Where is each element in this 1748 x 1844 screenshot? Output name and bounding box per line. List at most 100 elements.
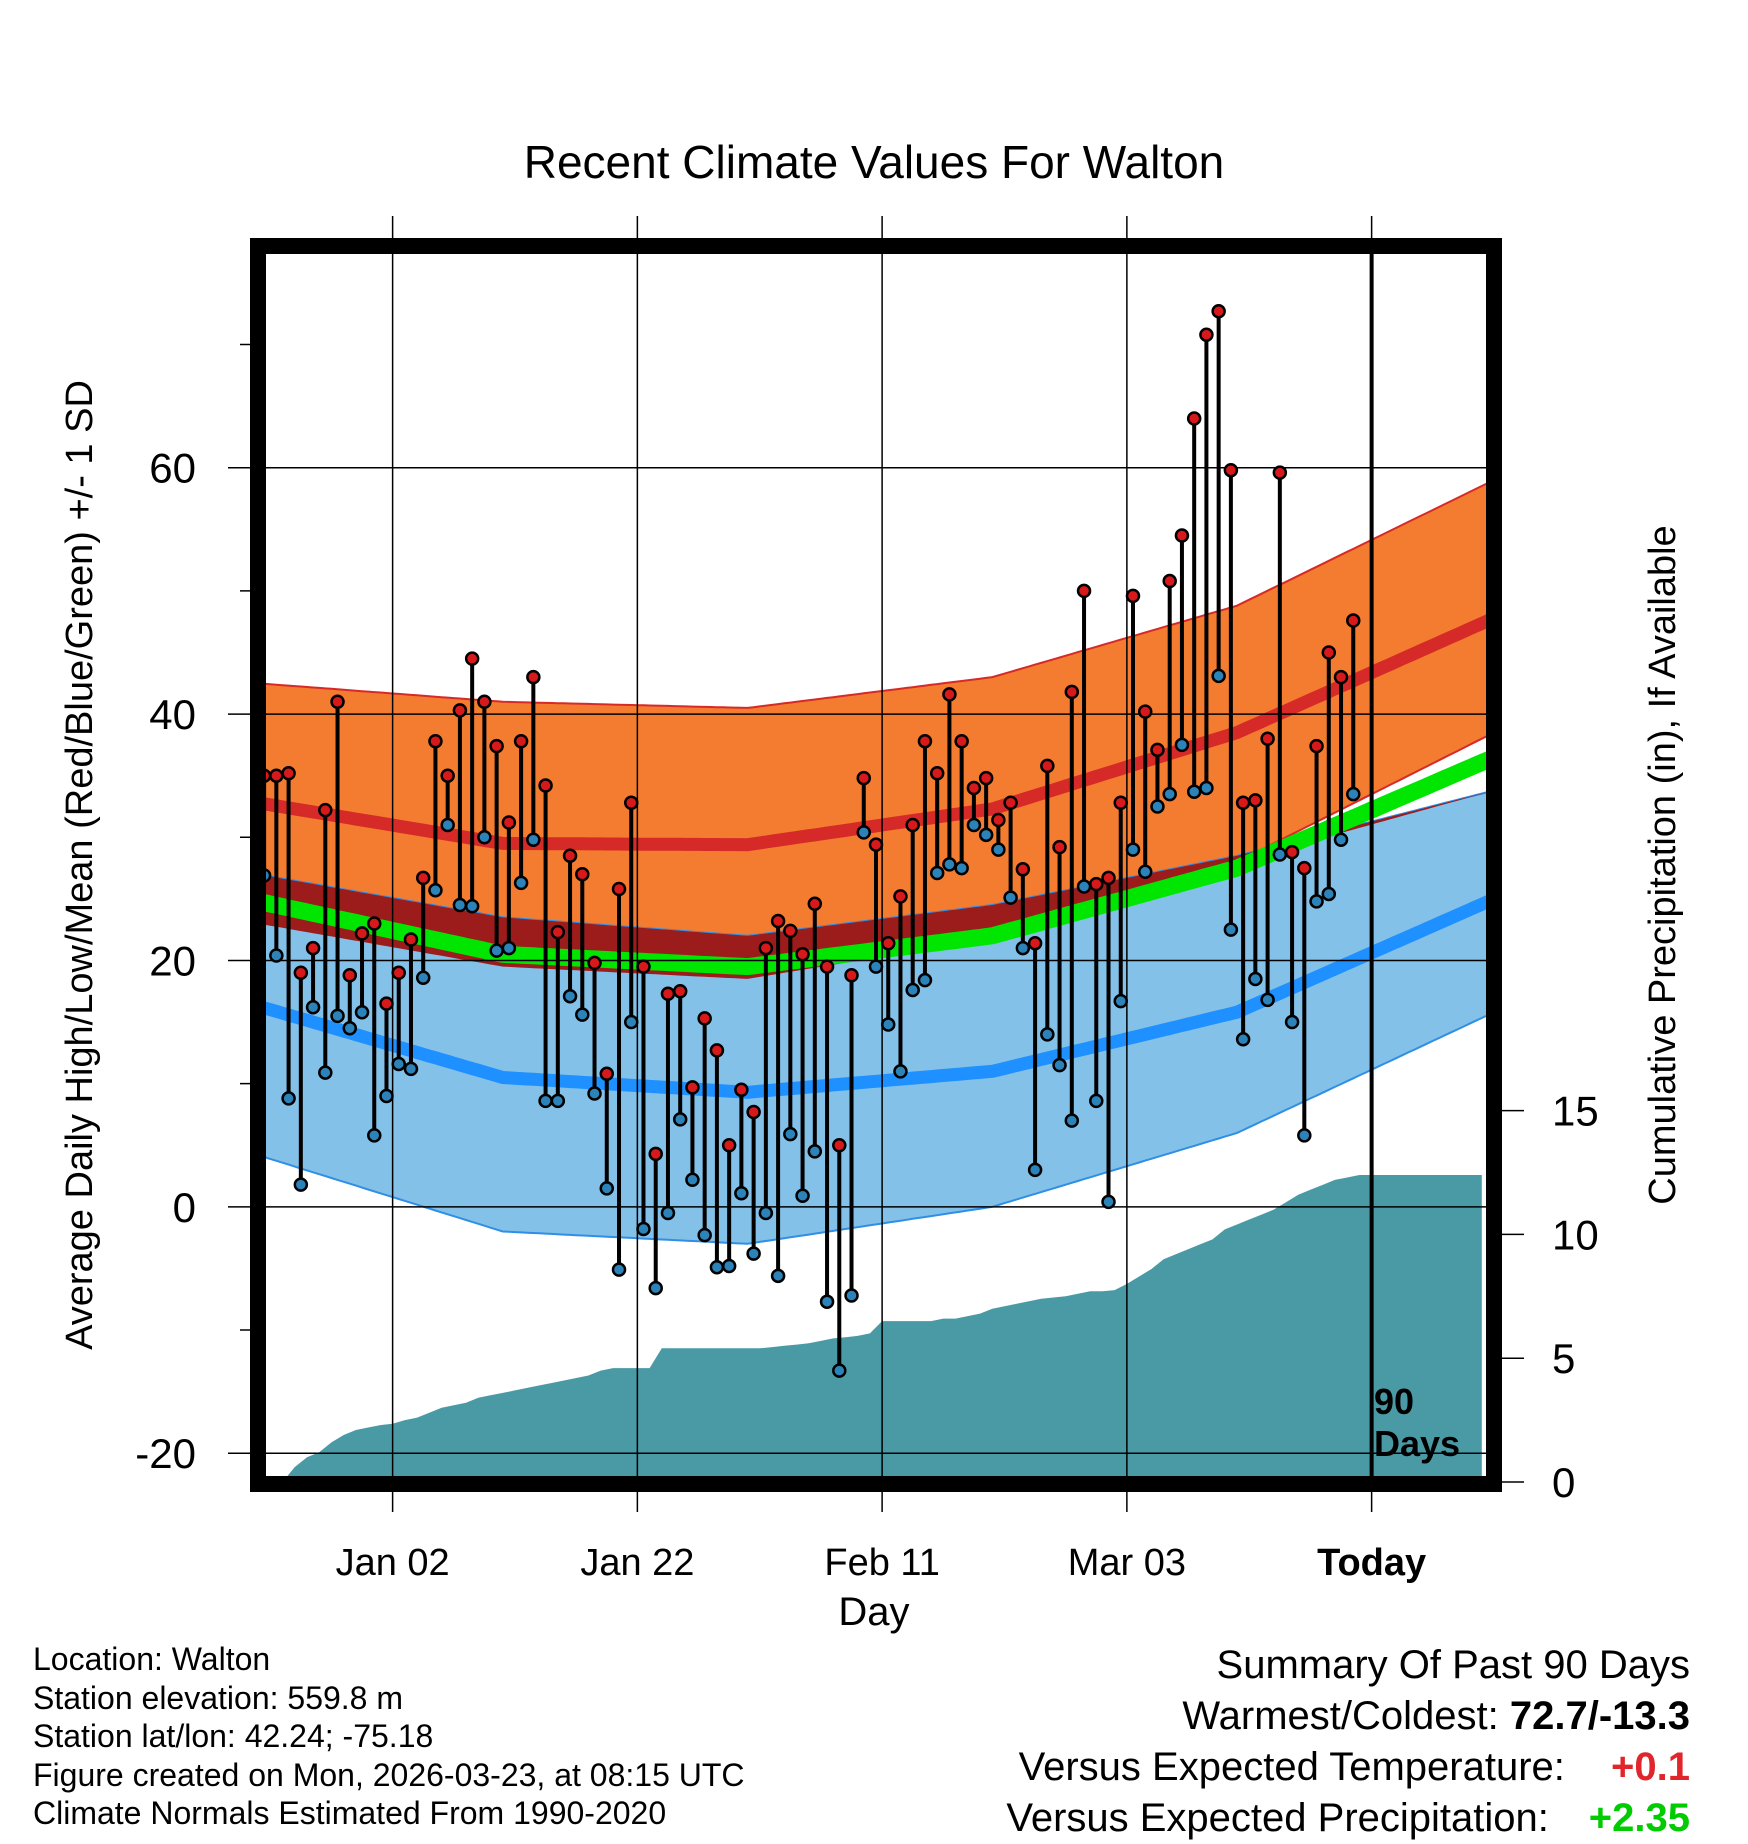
daily-high-point (379, 996, 394, 1011)
daily-low-point (660, 1205, 676, 1221)
daily-high-point (330, 694, 345, 710)
daily-low-point (1027, 1162, 1043, 1178)
daily-low-point (391, 1056, 406, 1072)
daily-low-point (1235, 1032, 1251, 1047)
daily-high-point (697, 1011, 712, 1026)
daily-low-point (929, 865, 945, 881)
y-tick-label: -20 (135, 1430, 196, 1477)
daily-low-point (403, 1061, 419, 1077)
daily-high-point (477, 694, 492, 710)
daily-low-point (1321, 886, 1337, 902)
daily-high-point (452, 703, 468, 718)
daily-low-point (917, 972, 933, 988)
daily-high-point (1137, 704, 1153, 719)
daily-low-point (734, 1186, 749, 1201)
latlon-text: Station lat/lon: 42.24; -75.18 (33, 1718, 434, 1754)
daily-high-point (562, 848, 578, 864)
x-tick-label: Jan 22 (580, 1542, 694, 1584)
y-tick-label: 0 (173, 1184, 196, 1231)
daily-low-point (636, 1221, 651, 1237)
x-tick-label: Jan 02 (336, 1542, 450, 1584)
daily-high-point (709, 1043, 725, 1058)
daily-low-point (587, 1086, 602, 1101)
y-tick-label: 60 (149, 445, 196, 492)
y2-axis-label: Cumulative Precipitation (in), If Availa… (1642, 525, 1684, 1204)
daily-low-point (1186, 784, 1202, 799)
daily-high-point (1333, 669, 1349, 685)
daily-low-point (1076, 879, 1092, 894)
daily-low-point (1101, 1194, 1116, 1210)
daily-low-point (1223, 922, 1239, 937)
daily-low-point (575, 1007, 590, 1022)
daily-low-point (758, 1205, 774, 1221)
daily-low-point (1248, 971, 1263, 987)
y2-tick-label: 5 (1552, 1335, 1575, 1382)
y-tick-label: 20 (149, 937, 196, 984)
daily-high-point (991, 812, 1006, 828)
daily-high-point (1162, 573, 1177, 589)
daily-low-point (1174, 737, 1190, 753)
daily-low-point (1052, 1057, 1067, 1073)
daily-high-point (440, 768, 455, 783)
daily-high-point (1223, 462, 1239, 478)
summary-panel: Summary Of Past 90 Days Warmest/Coldest:… (1006, 1640, 1690, 1844)
daily-high-point (1003, 795, 1018, 811)
daily-low-point (905, 982, 920, 998)
daily-high-point (305, 940, 321, 956)
y-tick-label: 40 (149, 691, 196, 738)
temp-anomaly-label: Versus Expected Temperature: (1018, 1745, 1565, 1789)
daily-high-point (819, 959, 835, 974)
daily-high-point (1309, 738, 1324, 754)
daily-high-point (611, 881, 627, 897)
plot-frame (250, 238, 1502, 1492)
daily-low-point (1333, 832, 1349, 847)
daily-low-point (893, 1064, 908, 1079)
daily-low-point (1297, 1128, 1312, 1143)
daily-low-point (464, 899, 480, 914)
daily-low-point (354, 1004, 370, 1020)
daily-high-point (550, 924, 566, 940)
daily-low-point (721, 1258, 737, 1274)
daily-high-point (1346, 613, 1361, 628)
y2-tick-label: 15 (1552, 1088, 1599, 1135)
daily-low-point (1211, 668, 1226, 684)
daily-low-point (954, 860, 969, 876)
daily-high-point (1211, 304, 1226, 319)
daily-high-point (489, 738, 504, 754)
y-axis-label: Average Daily High/Low/Mean (Red/Blue/Gr… (59, 380, 101, 1350)
daily-high-point (464, 651, 480, 666)
daily-low-point (330, 1008, 345, 1024)
daily-low-point (1150, 799, 1165, 814)
warmest-coldest-label: Warmest/Coldest: (1182, 1694, 1499, 1738)
daily-low-point (513, 875, 529, 891)
daily-high-point (281, 765, 296, 781)
daily-low-point (379, 1088, 394, 1104)
daily-high-point (293, 965, 309, 981)
daily-high-point (1052, 839, 1067, 855)
daily-low-point (672, 1112, 688, 1127)
daily-high-point (721, 1137, 737, 1153)
daily-high-point (342, 967, 358, 983)
temp-anomaly-row: Versus Expected Temperature: +0.1 (1006, 1742, 1690, 1793)
daily-high-point (893, 889, 908, 904)
daily-low-point (770, 1268, 786, 1284)
high-mean-line (258, 612, 1494, 852)
daily-high-point (807, 896, 823, 912)
daily-low-point (746, 1246, 761, 1261)
daily-low-point (477, 830, 492, 845)
daily-high-point (403, 932, 419, 947)
location-text: Location: Walton (33, 1641, 271, 1677)
daily-low-point (1137, 864, 1153, 880)
daily-low-point (538, 1093, 553, 1109)
temp-anomaly-value: +0.1 (1611, 1745, 1690, 1789)
daily-low-point (367, 1128, 382, 1143)
daily-low-point (1089, 1093, 1104, 1109)
daily-low-point (783, 1126, 798, 1142)
daily-high-point (844, 967, 859, 983)
daily-low-point (795, 1188, 810, 1203)
precip-anomaly-label: Versus Expected Precipitation: (1006, 1796, 1549, 1840)
precip-area (258, 1175, 1482, 1482)
daily-high-point (746, 1104, 761, 1120)
daily-high-point (734, 1082, 749, 1098)
daily-low-point (599, 1181, 615, 1196)
